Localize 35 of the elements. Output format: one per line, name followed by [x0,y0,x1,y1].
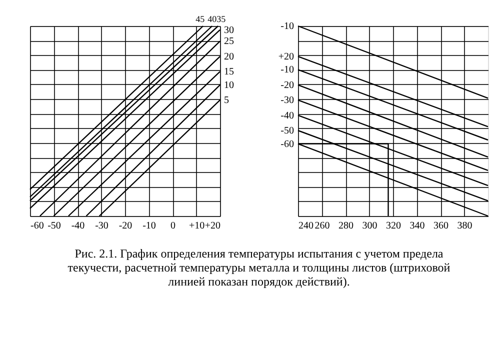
x-tick-label: -60 [30,220,44,232]
x-tick-label: +20 [204,220,220,232]
series-label: -30 [280,95,294,106]
x-tick-label: 280 [338,220,354,232]
text: Рис. 2.1. График определения температуры испытания с учетом предела текучести, расчетной температуры металла и толщины листов (штриховой линией показан порядок действий). [68,246,451,288]
series-label: -10 [280,21,294,32]
series-label: -60 [280,138,294,150]
series-label: -40 [280,110,294,122]
series-label: 15 [224,66,234,78]
series-label: -20 [280,80,294,91]
x-tick-label: -50 [48,220,61,232]
x-tick-label: 360 [434,220,448,232]
x-tick-label: -40 [71,220,85,232]
series-label: 20 [224,51,234,62]
x-tick-label: 380 [457,220,472,232]
series-label: 45 [196,14,206,24]
x-tick-label: +10 [188,220,205,232]
series-label: +20 [278,51,294,62]
series-label: 25 [224,36,234,48]
x-tick-label: -30 [95,220,108,232]
x-tick-label: 340 [410,220,425,232]
x-tick-label: 260 [314,220,330,232]
series-label: -10 [280,64,294,76]
x-tick-label: 0 [170,220,176,232]
series-label: 5 [224,95,229,106]
x-tick-label: 240 [298,220,314,232]
series-label: 35 [216,14,226,24]
series-label: 10 [224,80,234,91]
x-tick-label: -20 [118,220,132,232]
x-tick-label: 300 [362,220,378,232]
series-label: -50 [280,126,294,136]
x-tick-label: 320 [386,220,401,232]
x-tick-label: -10 [142,220,156,232]
series-label: 40 [208,14,218,24]
series-label: 30 [224,24,234,36]
